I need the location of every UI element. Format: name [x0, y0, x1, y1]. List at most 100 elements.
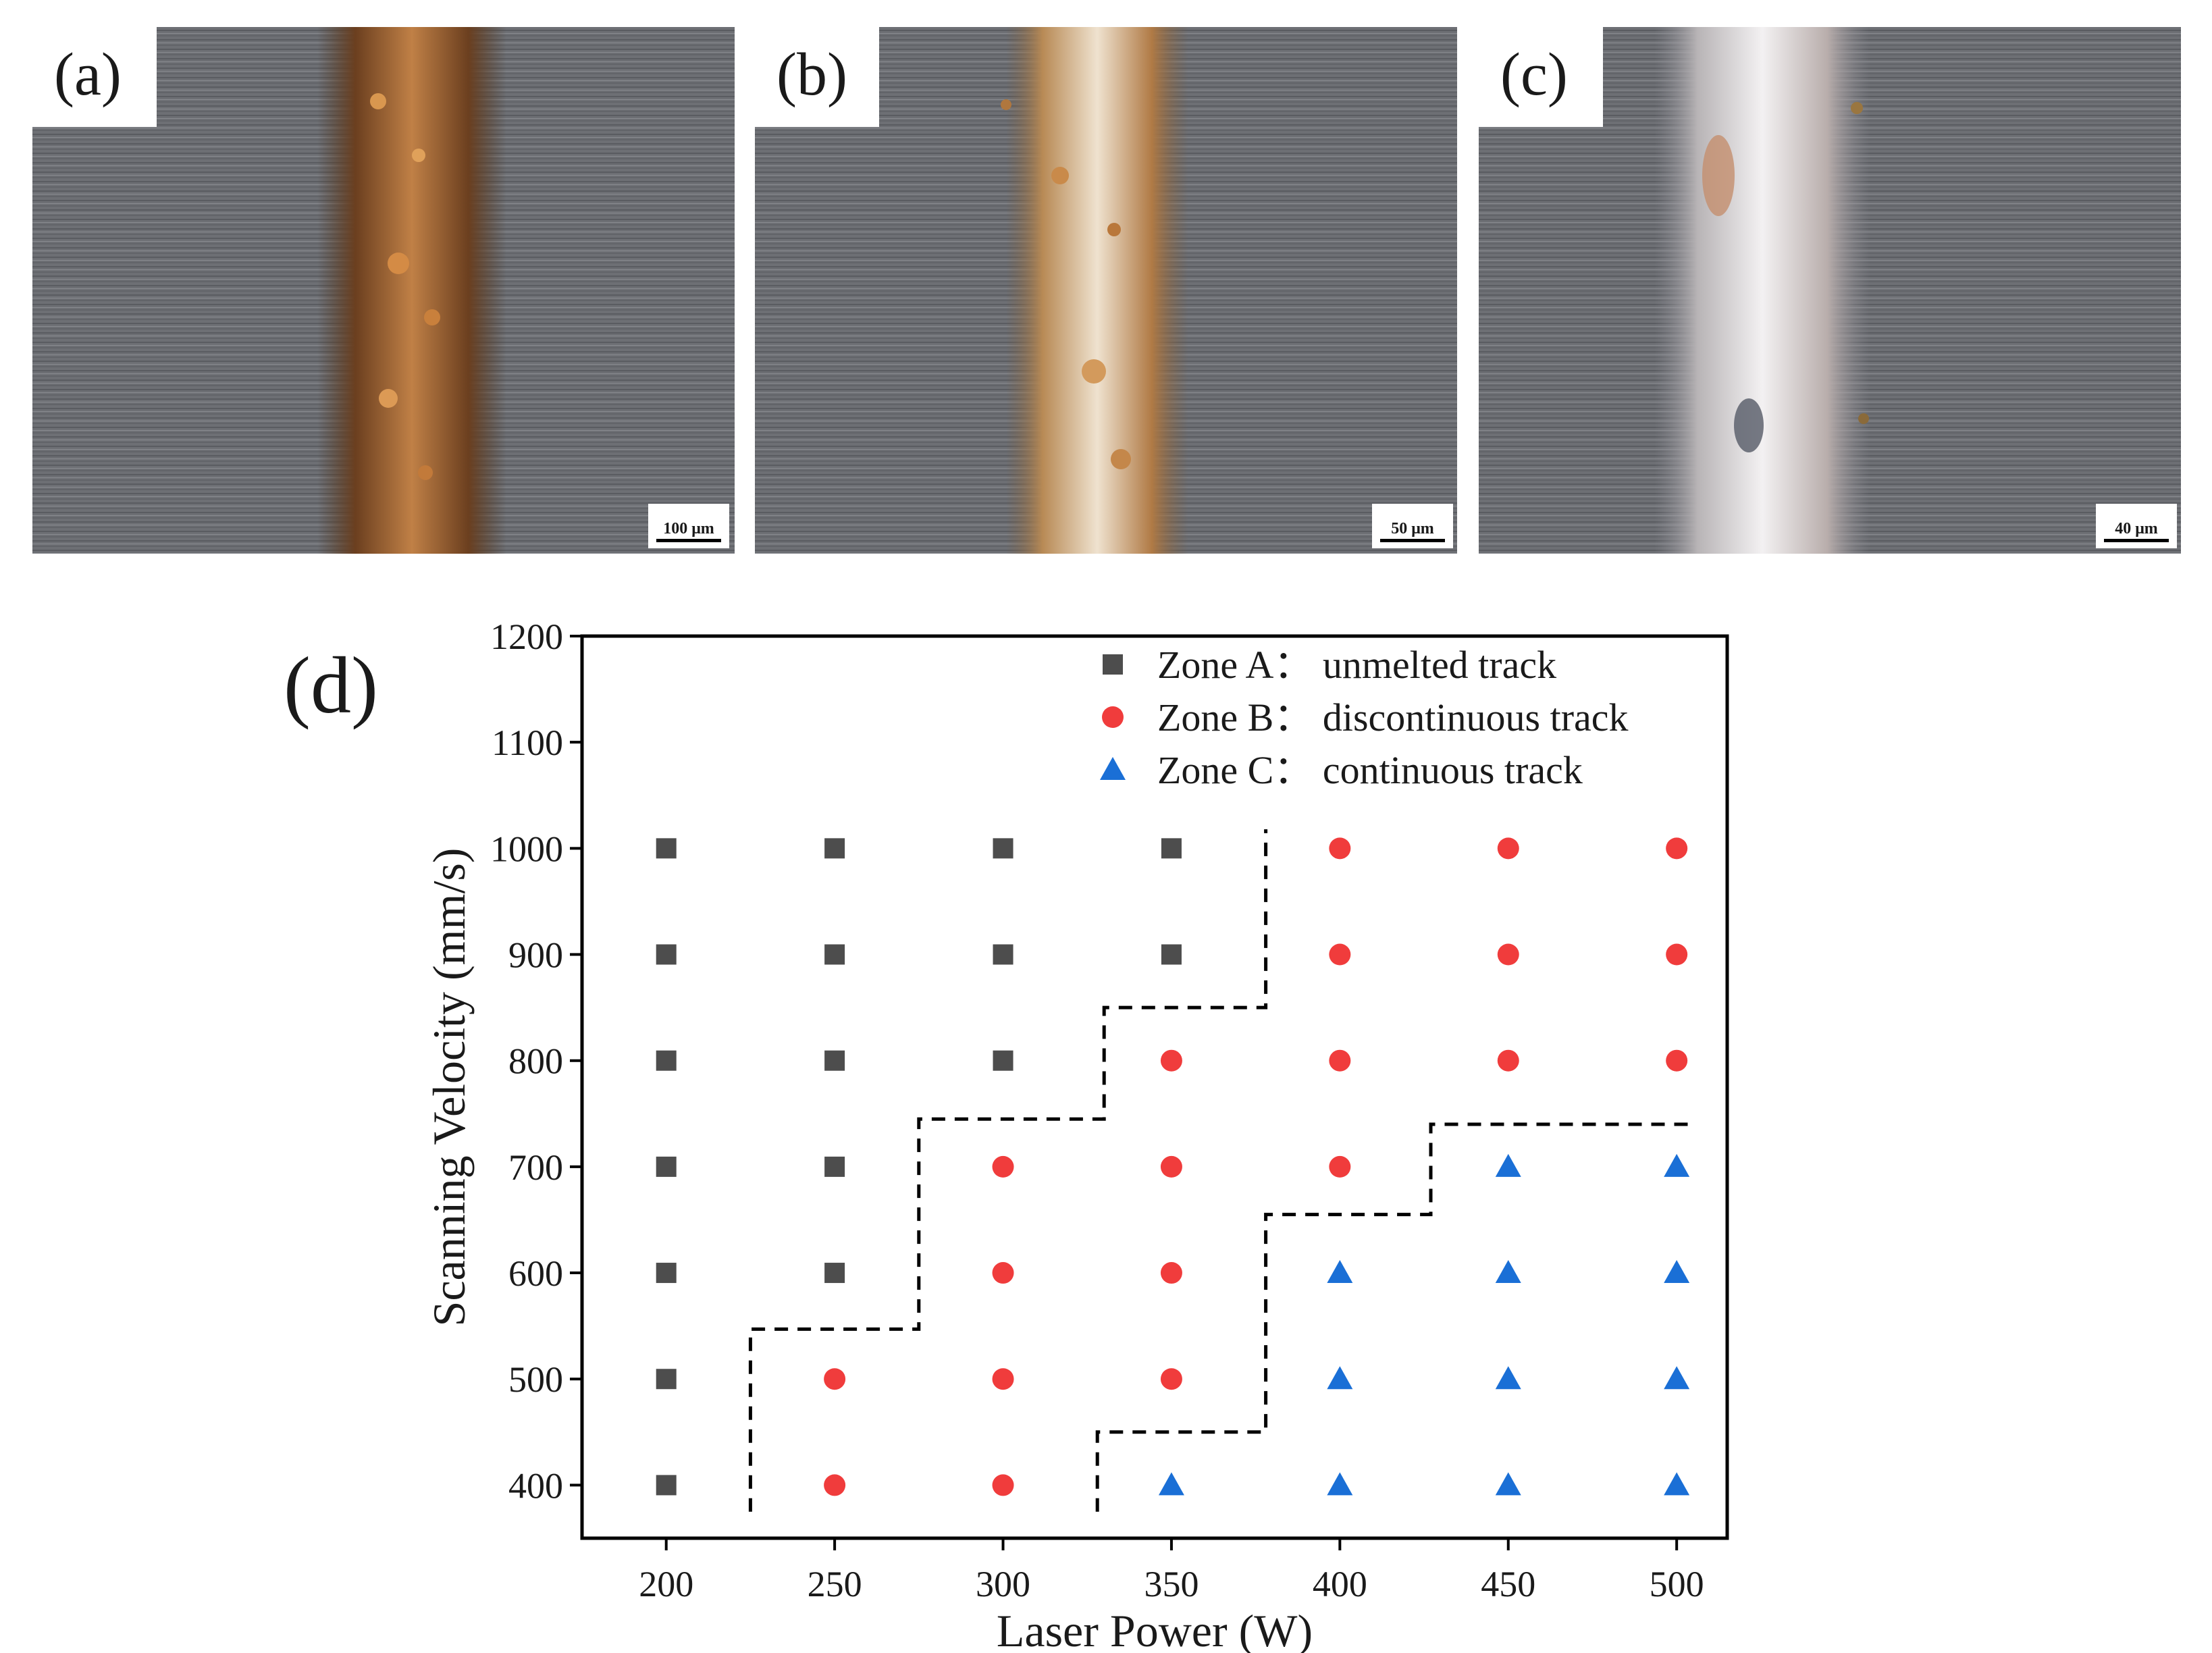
data-point-zone-c — [1664, 1153, 1690, 1177]
laser-track-a — [317, 27, 506, 554]
data-point-zone-c — [1495, 1366, 1521, 1390]
micrograph-c: (c) 40 μm — [1479, 27, 2181, 554]
data-point-zone-b — [1160, 1262, 1182, 1284]
data-point-zone-a — [656, 1475, 677, 1496]
spatter-particle — [1051, 167, 1069, 184]
y-tick-label: 1000 — [490, 829, 563, 869]
data-point-zone-a — [656, 944, 677, 965]
data-point-zone-b — [992, 1262, 1014, 1284]
y-tick-label: 500 — [508, 1359, 563, 1400]
y-tick-label: 1100 — [492, 723, 563, 763]
data-point-zone-b — [824, 1368, 846, 1390]
data-point-zone-c — [1327, 1472, 1353, 1496]
process-window-chart: 200 250 300 350 400 450 500 400 500 600 700 800 900… — [423, 616, 1729, 1653]
data-point-zone-a — [656, 1050, 677, 1071]
x-tick-label: 300 — [976, 1564, 1030, 1604]
y-axis: 400 500 600 700 800 900 1000 1100 1200 — [490, 616, 582, 1506]
data-point-zone-b — [824, 1474, 846, 1496]
spatter-particle — [1001, 99, 1011, 110]
data-point-zone-a — [824, 1050, 845, 1071]
legend-marker-zone-a — [1103, 654, 1123, 675]
spatter-particle — [370, 93, 386, 109]
micrographs: (a) 100 μm (b) 50 μm — [32, 27, 2181, 554]
data-point-zone-a — [824, 1156, 845, 1177]
legend: Zone A： unmelted track Zone B： discontinu… — [1100, 643, 1629, 792]
panel-label-a: (a) — [54, 41, 122, 108]
y-tick-label: 400 — [508, 1465, 563, 1506]
legend-marker-zone-c — [1100, 757, 1126, 780]
oxide-patch — [1734, 398, 1764, 452]
x-axis: 200 250 300 350 400 450 500 — [639, 1538, 1704, 1604]
data-point-zone-a — [656, 1263, 677, 1284]
data-point-zone-c — [1664, 1260, 1690, 1284]
scale-bar-b — [1380, 539, 1445, 542]
zone-boundary-1 — [748, 829, 1268, 1512]
legend-label-zone-c: Zone C： continuous track — [1157, 748, 1583, 792]
panel-label-d: (d) — [284, 640, 378, 730]
data-point-zone-b — [1497, 837, 1519, 860]
data-point-zone-c — [1158, 1472, 1184, 1496]
legend-label-zone-a: Zone A： unmelted track — [1157, 643, 1556, 687]
data-point-zone-a — [993, 1050, 1013, 1071]
data-point-zone-a — [993, 838, 1013, 859]
data-point-zone-b — [992, 1368, 1014, 1390]
spatter-particle — [388, 253, 409, 274]
data-point-zone-a — [1161, 944, 1182, 965]
x-tick-label: 450 — [1481, 1564, 1535, 1604]
y-axis-label: Scanning Velocity (mm/s) — [423, 848, 475, 1327]
spatter-particle — [412, 149, 425, 162]
spatter-particle — [1111, 449, 1131, 469]
x-tick-label: 500 — [1650, 1564, 1704, 1604]
legend-label-zone-b: Zone B： discontinuous track — [1157, 696, 1629, 739]
data-point-zone-b — [1497, 943, 1519, 966]
data-point-zone-a — [824, 1263, 845, 1284]
data-point-zone-c — [1495, 1153, 1521, 1177]
micrograph-b: (b) 50 μm — [755, 27, 1457, 554]
data-point-zone-c — [1327, 1366, 1353, 1390]
spatter-particle — [1851, 102, 1863, 114]
data-point-zone-b — [1666, 943, 1688, 966]
data-point-zone-c — [1495, 1472, 1521, 1496]
spatter-particle — [1107, 223, 1121, 236]
panel-label-box-a — [32, 27, 157, 127]
data-point-zone-c — [1664, 1472, 1690, 1496]
y-tick-label: 800 — [508, 1041, 563, 1082]
data-point-zone-a — [993, 944, 1013, 965]
y-tick-label: 700 — [508, 1147, 563, 1188]
panel-label-b: (b) — [776, 41, 847, 108]
y-tick-label: 900 — [508, 935, 563, 976]
spatter-particle — [424, 309, 440, 325]
panel-label-c: (c) — [1500, 41, 1568, 108]
data-markers — [656, 837, 1690, 1496]
laser-track-b — [1006, 27, 1188, 554]
data-point-zone-b — [1666, 837, 1688, 860]
x-tick-label: 250 — [808, 1564, 862, 1604]
panel-label-box-c — [1479, 27, 1603, 127]
data-point-zone-a — [656, 838, 677, 859]
data-point-zone-b — [992, 1155, 1014, 1178]
data-point-zone-b — [1329, 1049, 1351, 1072]
zone-boundaries — [748, 829, 1694, 1512]
legend-marker-zone-b — [1102, 706, 1124, 728]
x-axis-label: Laser Power (W) — [997, 1605, 1313, 1653]
scale-bar-a — [656, 539, 721, 542]
data-point-zone-a — [824, 944, 845, 965]
data-point-zone-b — [1497, 1049, 1519, 1072]
spatter-particle — [379, 389, 398, 408]
data-point-zone-c — [1495, 1260, 1521, 1284]
data-point-zone-b — [1160, 1368, 1182, 1390]
laser-track-c — [1654, 27, 1870, 554]
data-point-zone-b — [992, 1474, 1014, 1496]
x-tick-label: 350 — [1144, 1564, 1199, 1604]
oxide-patch — [1702, 135, 1735, 216]
y-tick-label: 1200 — [490, 616, 563, 657]
zone-boundary-2 — [1095, 1122, 1694, 1512]
y-tick-label: 600 — [508, 1253, 563, 1294]
data-point-zone-a — [1161, 838, 1182, 859]
spatter-particle — [1858, 413, 1869, 424]
data-point-zone-a — [824, 838, 845, 859]
x-tick-label: 400 — [1313, 1564, 1367, 1604]
data-point-zone-b — [1329, 837, 1351, 860]
data-point-zone-c — [1664, 1366, 1690, 1390]
